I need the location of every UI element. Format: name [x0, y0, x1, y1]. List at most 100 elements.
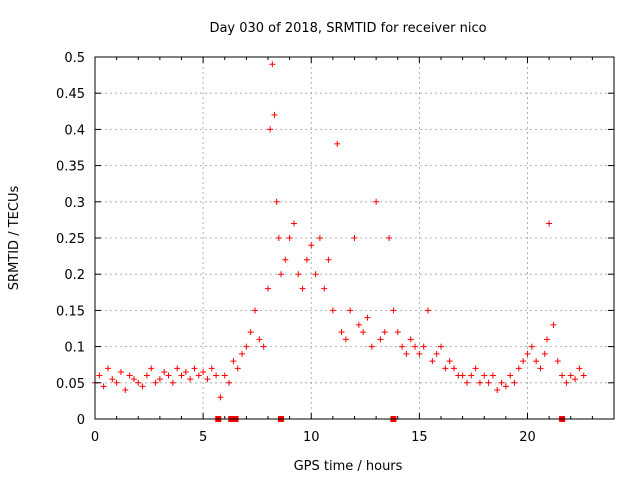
data-point [546, 220, 553, 227]
data-point [312, 271, 319, 278]
data-point [472, 365, 479, 372]
data-point [498, 379, 505, 386]
data-point [550, 321, 557, 328]
data-point [260, 343, 267, 350]
x-tick-label: 10 [303, 430, 320, 445]
data-point [252, 307, 259, 314]
data-point [355, 321, 362, 328]
data-point [325, 256, 332, 263]
y-axis-ticks: 0 0.05 0.1 0.15 0.2 0.25 0.3 0.35 0.4 0.45 0.5 [56, 51, 614, 428]
data-point [463, 379, 470, 386]
data-point [256, 336, 263, 343]
x-tick-label: 15 [411, 430, 428, 445]
data-point [537, 365, 544, 372]
data-point [450, 365, 457, 372]
x-tick-label: 20 [519, 430, 536, 445]
data-point [269, 61, 276, 68]
data-point [143, 372, 150, 379]
data-point [239, 350, 246, 357]
data-point [541, 350, 548, 357]
data-point [148, 365, 155, 372]
data-point [368, 343, 375, 350]
x-axis-ticks: 0 5 10 15 20 [91, 57, 593, 445]
data-point [273, 198, 280, 205]
data-point [502, 383, 509, 390]
y-tick-label: 0.05 [56, 377, 85, 392]
data-point [135, 379, 142, 386]
data-point [182, 368, 189, 375]
y-tick-label: 0.35 [56, 160, 85, 175]
data-point [152, 379, 159, 386]
y-tick-label: 0.25 [56, 232, 85, 247]
data-point [290, 220, 297, 227]
data-point [195, 372, 202, 379]
data-point [420, 343, 427, 350]
data-point [338, 329, 345, 336]
data-point [494, 387, 501, 394]
data-point [481, 372, 488, 379]
data-point [122, 387, 129, 394]
data-point [468, 372, 475, 379]
data-point [117, 368, 124, 375]
y-tick-label: 0.1 [64, 341, 85, 356]
data-point [567, 372, 574, 379]
chart-title: Day 030 of 2018, SRMTID for receiver nic… [209, 21, 486, 36]
data-point [295, 271, 302, 278]
data-point [178, 372, 185, 379]
data-point [459, 372, 466, 379]
grid-lines [95, 57, 614, 419]
data-point [485, 379, 492, 386]
data-point [321, 285, 328, 292]
data-points [92, 61, 587, 401]
data-point [520, 358, 527, 365]
data-point [476, 379, 483, 386]
x-tick-label: 0 [91, 430, 99, 445]
data-point [100, 383, 107, 390]
data-point [377, 336, 384, 343]
y-tick-label: 0.45 [56, 87, 85, 102]
data-point [576, 365, 583, 372]
data-point [403, 350, 410, 357]
data-point [96, 372, 103, 379]
data-point [275, 235, 282, 241]
data-point [394, 329, 401, 336]
data-point [156, 376, 163, 383]
data-point [429, 358, 436, 365]
data-point [243, 343, 250, 350]
data-point [316, 235, 323, 241]
data-point [234, 365, 241, 372]
data-point [433, 350, 440, 357]
data-point [412, 343, 419, 350]
data-point [169, 379, 176, 386]
data-point [329, 307, 336, 314]
data-point [109, 376, 116, 383]
data-point [373, 198, 380, 205]
data-point [563, 379, 570, 386]
data-point [528, 343, 535, 350]
data-point [139, 383, 146, 390]
data-point [104, 365, 111, 372]
data-point [165, 372, 172, 379]
data-point [580, 372, 587, 379]
data-point [342, 336, 349, 343]
data-point [226, 379, 233, 386]
data-point [381, 329, 388, 336]
data-point [277, 271, 284, 278]
data-point [334, 140, 341, 147]
data-point [174, 365, 181, 372]
x-tick-label: 5 [199, 430, 207, 445]
data-point [351, 235, 358, 241]
data-point [446, 358, 453, 365]
data-point [407, 336, 414, 343]
y-axis-label: SRMTID / TECUs [7, 186, 22, 291]
data-point [438, 343, 444, 350]
data-point [416, 350, 423, 357]
data-point [130, 376, 137, 383]
data-point [161, 368, 168, 375]
data-point [386, 235, 393, 241]
data-point [208, 365, 215, 372]
data-point [282, 256, 289, 263]
y-tick-label: 0 [77, 413, 85, 428]
data-point [187, 376, 194, 383]
